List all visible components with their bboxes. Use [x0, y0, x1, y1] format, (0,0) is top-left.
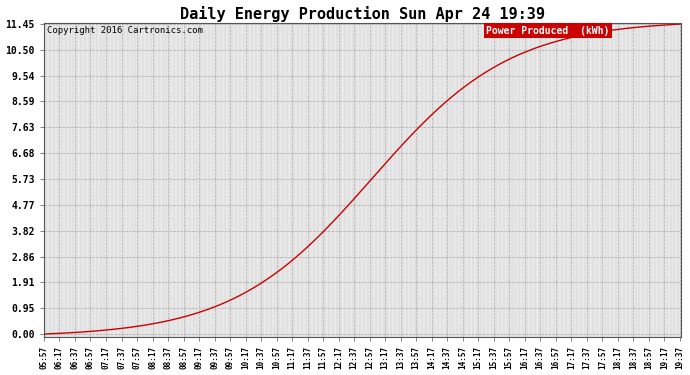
- Text: Copyright 2016 Cartronics.com: Copyright 2016 Cartronics.com: [47, 26, 203, 35]
- Title: Daily Energy Production Sun Apr 24 19:39: Daily Energy Production Sun Apr 24 19:39: [180, 6, 545, 21]
- Text: Power Produced  (kWh): Power Produced (kWh): [486, 26, 610, 36]
